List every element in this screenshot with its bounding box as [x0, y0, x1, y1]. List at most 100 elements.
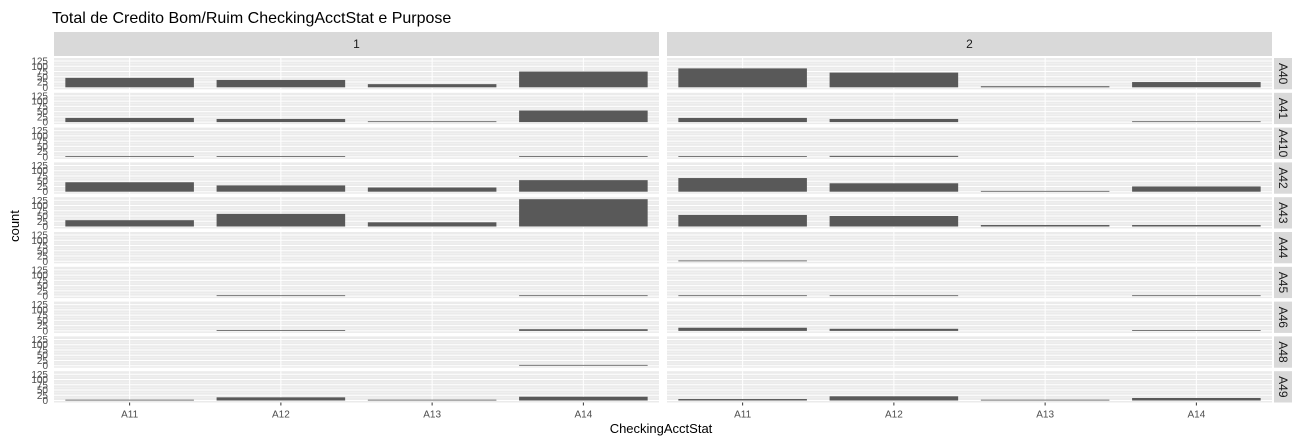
bar-1-A40-A14	[519, 71, 648, 88]
bar-2-A41-A12	[829, 118, 959, 123]
bar-2-A40-A14	[1132, 82, 1261, 88]
bar-1-A49-A14	[519, 396, 648, 401]
bar-2-A41-A14	[1132, 121, 1261, 123]
column-strip-2	[667, 32, 1272, 56]
bar-1-A43-A13	[367, 222, 497, 227]
panel-2-A45	[667, 266, 1272, 299]
row-strip-A46	[1274, 301, 1292, 333]
row-strip-A49	[1274, 371, 1292, 403]
bar-1-A40-A13	[367, 84, 497, 88]
column-strip-1	[54, 32, 659, 56]
chart-title: Total de Credito Bom/Ruim CheckingAcctSt…	[52, 10, 451, 27]
y-tick-label: 75	[37, 67, 49, 78]
y-axis-tick-labels: 0255075100125025507510012502550751001250…	[31, 57, 48, 407]
y-tick-label: 100	[31, 236, 48, 247]
bar-1-A41-A11	[65, 117, 194, 123]
panel-1-A46	[54, 301, 659, 333]
bar-1-A410-A11	[65, 156, 194, 157]
y-tick-label: 25	[37, 182, 49, 193]
y-tick-label: 50	[37, 316, 49, 327]
bar-1-A46-A14	[519, 329, 648, 331]
y-tick-label: 75	[37, 276, 49, 287]
row-strip-A45	[1274, 266, 1292, 299]
y-tick-label: 75	[37, 206, 49, 217]
y-tick-label: 25	[37, 356, 49, 367]
y-tick-label: 50	[37, 351, 49, 362]
row-strip-A42	[1274, 162, 1292, 194]
row-strip-A40	[1274, 58, 1292, 90]
bar-1-A48-A14	[519, 364, 648, 366]
bar-2-A43-A13	[980, 225, 1110, 227]
bar-1-A46-A12	[216, 330, 346, 331]
y-tick-label: 50	[37, 107, 49, 118]
row-strip-label: A46	[1276, 307, 1290, 329]
y-tick-label: 0	[42, 292, 48, 303]
y-tick-label: 50	[37, 386, 49, 397]
x-tick-label: A14	[1187, 410, 1205, 421]
y-tick-label: 0	[42, 396, 48, 407]
row-strip-label: A43	[1276, 202, 1290, 224]
y-axis-title: count	[7, 210, 22, 242]
bar-2-A45-A12	[829, 295, 959, 297]
row-strip-A44	[1274, 232, 1292, 264]
bar-2-A42-A11	[678, 178, 807, 192]
bar-2-A42-A14	[1132, 186, 1261, 192]
bar-1-A40-A11	[65, 77, 194, 88]
y-tick-label: 50	[37, 177, 49, 188]
y-tick-label: 100	[31, 62, 48, 73]
panel-1-A410	[54, 127, 659, 159]
bar-2-A43-A12	[829, 216, 959, 227]
x-axis-tick-labels: A11 A12 A13 A14 A11 A12 A13 A14	[121, 402, 1206, 421]
row-strip-label: A42	[1276, 167, 1290, 189]
panel-2-A49	[667, 371, 1272, 403]
bar-2-A44-A11	[678, 260, 807, 262]
y-tick-label: 25	[37, 391, 49, 402]
y-tick-label: 125	[31, 196, 48, 207]
row-strip-label: A410	[1276, 129, 1290, 157]
y-tick-label: 125	[31, 300, 48, 311]
panel-1-A48	[54, 336, 659, 368]
bar-1-A45-A12	[216, 295, 346, 297]
bar-1-A42-A13	[367, 187, 497, 192]
y-tick-label: 125	[31, 231, 48, 242]
row-strip-label: A45	[1276, 272, 1290, 294]
bar-2-A410-A11	[678, 156, 807, 157]
panel-2-A410	[667, 127, 1272, 159]
bar-2-A45-A11	[678, 295, 807, 297]
y-tick-label: 100	[31, 271, 48, 282]
column-strip-label: 1	[353, 37, 360, 51]
y-tick-label: 75	[37, 380, 49, 391]
y-tick-label: 75	[37, 102, 49, 113]
y-tick-label: 0	[42, 222, 48, 233]
x-tick-label: A12	[272, 410, 290, 421]
bar-2-A42-A13	[980, 190, 1110, 192]
row-strip-A48	[1274, 336, 1292, 368]
bar-2-A46-A11	[678, 327, 807, 331]
y-tick-label: 125	[31, 161, 48, 172]
bar-2-A49-A11	[678, 399, 807, 401]
y-tick-label: 25	[37, 217, 49, 228]
y-tick-label: 100	[31, 97, 48, 108]
y-tick-label: 0	[42, 152, 48, 163]
bar-2-A40-A12	[829, 72, 959, 88]
x-tick-label: A13	[423, 410, 441, 421]
panel-1-A45	[54, 266, 659, 299]
y-tick-label: 125	[31, 91, 48, 102]
bar-1-A49-A11	[65, 399, 194, 401]
bar-2-A410-A12	[829, 155, 959, 157]
bar-2-A43-A14	[1132, 225, 1261, 227]
y-tick-label: 50	[37, 246, 49, 257]
facet-panels	[54, 58, 1272, 403]
y-tick-label: 25	[37, 321, 49, 332]
y-tick-label: 0	[42, 83, 48, 94]
y-tick-label: 50	[37, 72, 49, 83]
y-tick-label: 25	[37, 147, 49, 158]
bar-1-A43-A14	[519, 199, 648, 227]
panel-2-A48	[667, 336, 1272, 368]
bar-2-A40-A13	[980, 86, 1110, 88]
bar-1-A41-A14	[519, 110, 648, 123]
x-tick-label: A12	[885, 410, 903, 421]
y-tick-label: 0	[42, 361, 48, 372]
